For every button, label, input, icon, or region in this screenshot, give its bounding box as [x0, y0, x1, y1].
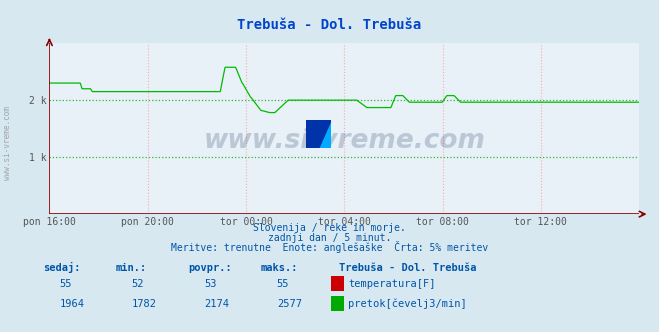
Text: maks.:: maks.:: [260, 263, 298, 273]
Polygon shape: [319, 120, 331, 148]
Polygon shape: [306, 120, 331, 148]
Text: 2577: 2577: [277, 299, 302, 309]
Text: www.si-vreme.com: www.si-vreme.com: [204, 127, 485, 154]
Text: sedaj:: sedaj:: [43, 262, 80, 273]
Text: 1782: 1782: [132, 299, 157, 309]
Text: 55: 55: [59, 279, 72, 289]
Text: 53: 53: [204, 279, 217, 289]
Text: pretok[čevelj3/min]: pretok[čevelj3/min]: [348, 298, 467, 309]
Text: Meritve: trenutne  Enote: anglešaške  Črta: 5% meritev: Meritve: trenutne Enote: anglešaške Črta…: [171, 241, 488, 253]
Polygon shape: [306, 120, 331, 148]
Text: www.si-vreme.com: www.si-vreme.com: [3, 106, 13, 180]
Text: 52: 52: [132, 279, 144, 289]
Text: Trebuša - Dol. Trebuša: Trebuša - Dol. Trebuša: [237, 18, 422, 32]
Text: 1964: 1964: [59, 299, 84, 309]
Text: Slovenija / reke in morje.: Slovenija / reke in morje.: [253, 223, 406, 233]
Text: 55: 55: [277, 279, 289, 289]
Text: zadnji dan / 5 minut.: zadnji dan / 5 minut.: [268, 233, 391, 243]
Text: Trebuša - Dol. Trebuša: Trebuša - Dol. Trebuša: [339, 263, 477, 273]
Text: temperatura[F]: temperatura[F]: [348, 279, 436, 289]
Text: 2174: 2174: [204, 299, 229, 309]
Text: povpr.:: povpr.:: [188, 263, 231, 273]
Text: min.:: min.:: [115, 263, 146, 273]
